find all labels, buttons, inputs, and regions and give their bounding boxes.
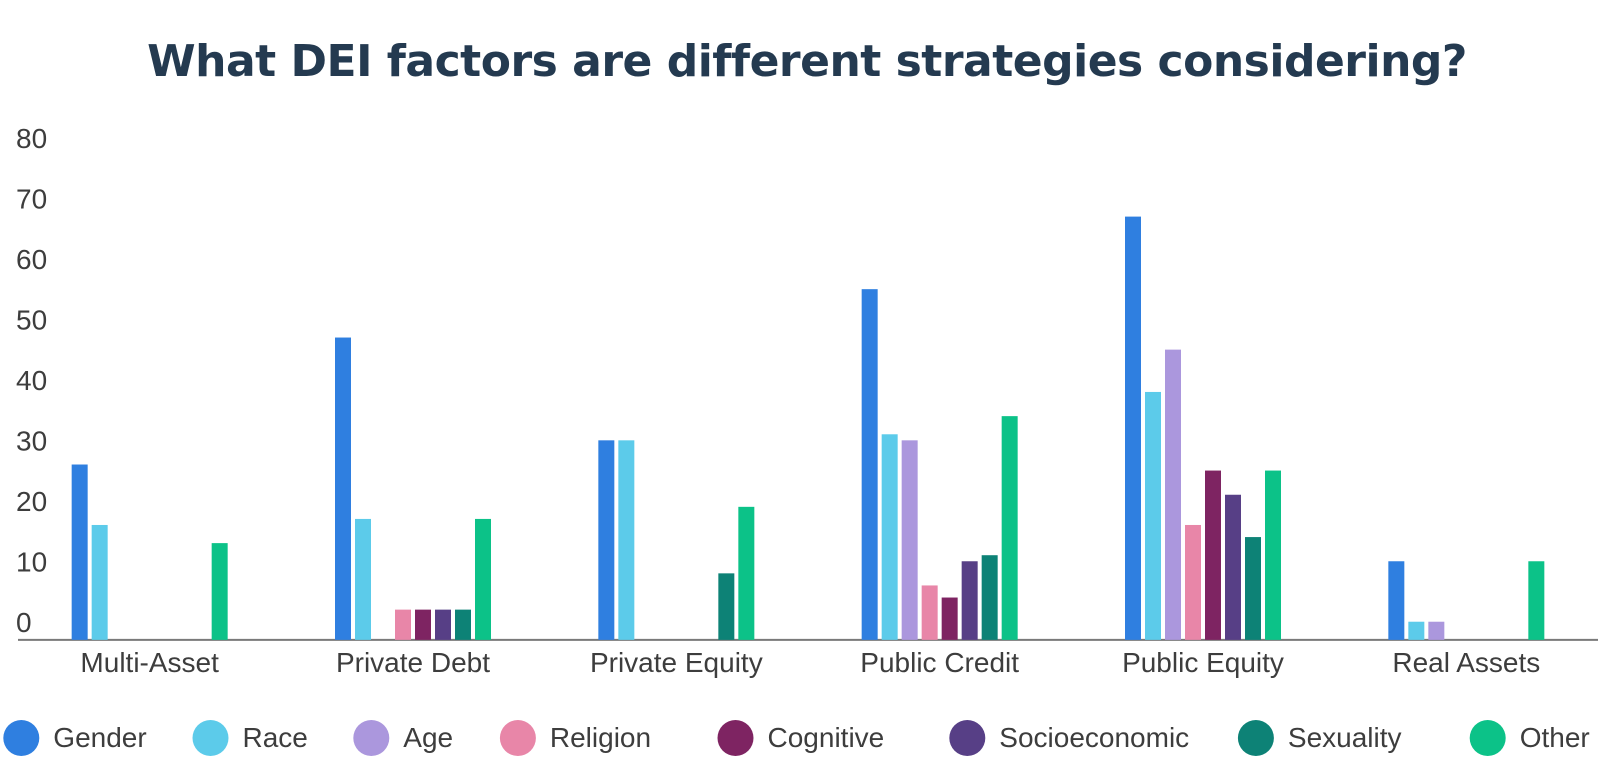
bar-race-public-credit [881, 434, 898, 640]
legend-label-age: Age [403, 722, 453, 753]
legend-label-sexuality: Sexuality [1288, 722, 1402, 753]
bar-gender-private-debt [335, 337, 351, 640]
bar-age-public-equity [1165, 349, 1181, 640]
x-category-label: Private Equity [590, 647, 763, 678]
y-tick-label: 60 [16, 244, 47, 275]
bar-other-public-equity [1265, 470, 1281, 640]
bar-sexuality-public-equity [1245, 537, 1261, 640]
bar-other-multi-asset [211, 543, 228, 640]
x-category-label: Public Equity [1122, 647, 1284, 678]
y-tick-label: 50 [16, 305, 47, 336]
legend-label-race: Race [243, 722, 308, 753]
y-tick-label: 70 [16, 184, 47, 215]
bar-race-multi-asset [91, 524, 108, 640]
bar-age-real-assets [1428, 621, 1445, 640]
bar-race-private-debt [355, 518, 371, 640]
legend-swatch-age [353, 720, 390, 756]
y-tick-label: 80 [16, 123, 47, 154]
legend-label-other: Other [1520, 722, 1590, 753]
bar-religion-public-credit [921, 585, 938, 640]
bar-gender-public-equity [1125, 216, 1141, 640]
y-tick-label: 30 [16, 425, 47, 456]
bar-cognitive-public-equity [1205, 470, 1221, 640]
y-tick-label: 40 [16, 365, 47, 396]
legend-label-socioeconomic: Socioeconomic [999, 722, 1189, 753]
legend-label-cognitive: Cognitive [768, 722, 885, 753]
y-tick-label: 10 [16, 546, 47, 577]
bar-other-real-assets [1528, 561, 1545, 640]
legend-swatch-sexuality [1237, 720, 1274, 756]
bar-other-public-credit [1001, 416, 1018, 640]
y-tick-label: 20 [16, 486, 47, 517]
bar-gender-public-credit [861, 289, 878, 640]
bar-cognitive-private-debt [415, 609, 431, 640]
legend-swatch-religion [499, 720, 536, 756]
bar-gender-private-equity [598, 440, 615, 640]
legend-swatch-other [1469, 720, 1506, 756]
bar-cognitive-public-credit [941, 597, 958, 640]
bar-race-public-equity [1145, 391, 1161, 640]
legend-label-gender: Gender [53, 722, 146, 753]
bar-sexuality-private-debt [455, 609, 471, 640]
legend-swatch-socioeconomic [949, 720, 986, 756]
legend-swatch-cognitive [717, 720, 754, 756]
bar-race-private-equity [618, 440, 635, 640]
legend-swatch-race [192, 720, 229, 756]
x-category-label: Real Assets [1392, 647, 1540, 678]
bar-religion-public-equity [1185, 524, 1201, 640]
legend-swatch-gender [3, 720, 40, 756]
bar-gender-real-assets [1388, 561, 1405, 640]
bar-gender-multi-asset [71, 464, 88, 640]
x-category-label: Public Credit [860, 647, 1019, 678]
bar-socioeconomic-private-debt [435, 609, 451, 640]
bar-sexuality-public-credit [981, 555, 998, 640]
bar-other-private-equity [738, 506, 755, 640]
bar-race-real-assets [1408, 621, 1425, 640]
bar-sexuality-private-equity [718, 573, 735, 640]
bar-socioeconomic-public-equity [1225, 494, 1241, 640]
x-category-label: Multi-Asset [80, 647, 219, 678]
chart-title: What DEI factors are different strategie… [147, 36, 1467, 87]
legend-label-religion: Religion [550, 722, 651, 753]
bar-religion-private-debt [395, 609, 411, 640]
bar-age-public-credit [901, 440, 918, 640]
x-category-label: Private Debt [336, 647, 490, 678]
bar-other-private-debt [475, 518, 491, 640]
y-tick-label: 0 [16, 607, 32, 638]
bar-socioeconomic-public-credit [961, 561, 978, 640]
